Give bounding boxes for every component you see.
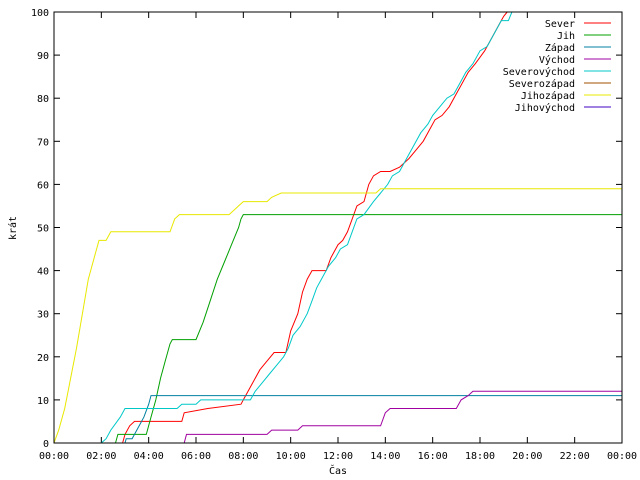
x-tick-label: 00:00 xyxy=(39,451,69,462)
legend-label: Jihozápad xyxy=(521,90,575,102)
series-line-7 xyxy=(53,188,622,444)
axis-ticks: 0 10 20 30 40 50 60 70 80 90 100 00:00 02:00 04:00 06:… xyxy=(31,8,637,462)
plot-frame xyxy=(53,11,623,444)
legend-label: Severovýchod xyxy=(503,66,575,78)
legend-label: Východ xyxy=(539,54,575,66)
x-tick-label: 20:00 xyxy=(512,451,542,462)
x-tick-label: 16:00 xyxy=(418,451,448,462)
x-tick-label: 00:00 xyxy=(607,451,637,462)
y-tick-label: 20 xyxy=(37,353,49,364)
legend-label: Jihovýchod xyxy=(515,102,575,114)
y-axis-label: krát xyxy=(7,216,19,240)
y-tick-label: 10 xyxy=(37,396,49,407)
x-axis-label: Čas xyxy=(329,464,347,477)
series-line-5 xyxy=(100,11,513,444)
series-line-1 xyxy=(122,11,508,444)
legend-label: Západ xyxy=(545,42,575,54)
y-tick-label: 60 xyxy=(37,180,49,191)
y-tick-label: 0 xyxy=(43,439,49,450)
y-tick-label: 80 xyxy=(37,94,49,105)
series-line-3 xyxy=(124,395,622,444)
y-tick-label: 100 xyxy=(31,8,49,19)
x-tick-label: 10:00 xyxy=(276,451,306,462)
y-tick-label: 40 xyxy=(37,267,49,278)
x-tick-label: 02:00 xyxy=(86,451,116,462)
legend-label: Jih xyxy=(557,31,575,42)
legend: SeverJihZápadVýchodSeverovýchodSeverozáp… xyxy=(503,19,611,114)
series-line-2 xyxy=(115,214,622,444)
y-tick-label: 30 xyxy=(37,310,49,321)
x-tick-label: 14:00 xyxy=(370,451,400,462)
legend-label: Severozápad xyxy=(509,78,575,90)
x-tick-label: 18:00 xyxy=(465,451,495,462)
x-tick-label: 06:00 xyxy=(181,451,211,462)
x-tick-label: 08:00 xyxy=(228,451,258,462)
x-tick-label: 04:00 xyxy=(134,451,164,462)
series-line-4 xyxy=(183,390,622,444)
legend-label: Sever xyxy=(545,19,575,30)
x-tick-label: 12:00 xyxy=(323,451,353,462)
x-tick-label: 22:00 xyxy=(560,451,590,462)
y-tick-label: 70 xyxy=(37,137,49,148)
series-lines xyxy=(53,11,622,444)
y-tick-label: 50 xyxy=(37,224,49,235)
y-tick-label: 90 xyxy=(37,51,49,62)
